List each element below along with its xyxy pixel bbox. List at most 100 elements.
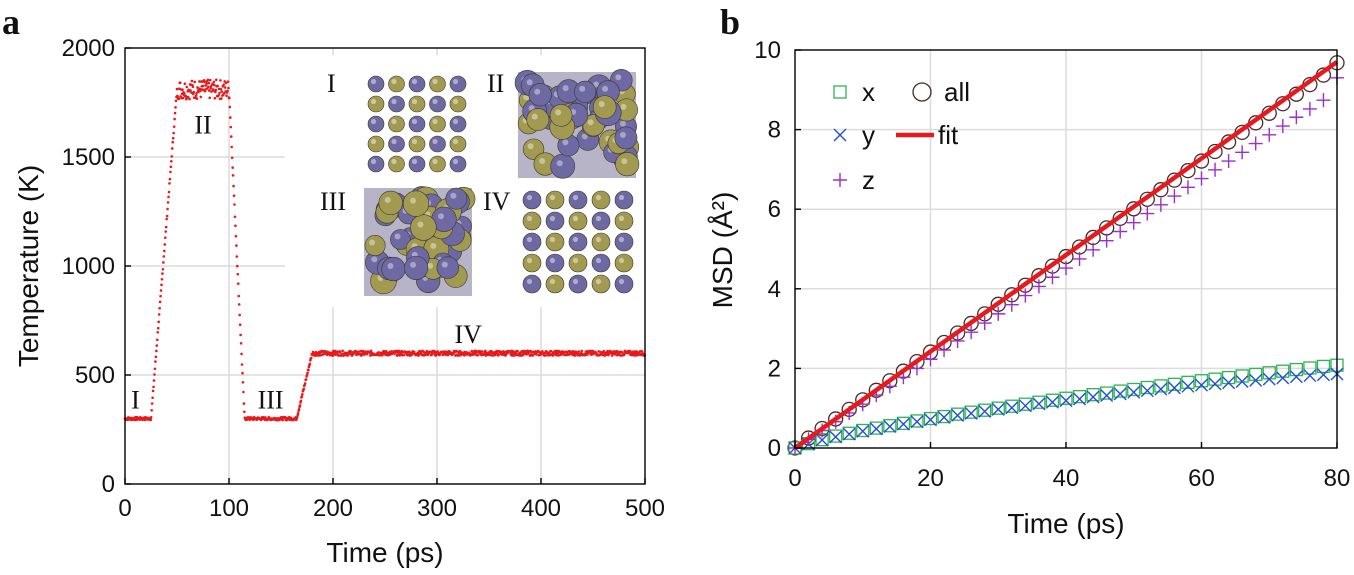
panel-b-grid <box>795 50 1337 448</box>
temperature-point <box>230 145 233 149</box>
fit-line <box>793 60 1339 450</box>
marker-y <box>1140 384 1154 398</box>
temperature-point <box>174 106 177 109</box>
atom-highlight <box>595 236 602 243</box>
marker-z <box>977 316 992 331</box>
atom-highlight <box>615 74 622 81</box>
marker-x <box>1005 399 1019 413</box>
msd-series <box>787 55 1345 456</box>
atom-highlight <box>432 138 438 145</box>
temperature-point <box>151 389 155 393</box>
y-tick-label: 2 <box>768 355 781 382</box>
temperature-point <box>281 418 285 422</box>
temperature-point <box>317 354 321 357</box>
temperature-point <box>535 353 538 356</box>
temperature-point <box>170 155 174 158</box>
inset-label-2: II <box>487 69 504 98</box>
temperature-point <box>222 91 226 95</box>
marker-z <box>950 333 965 348</box>
temperature-point <box>235 244 238 247</box>
temperature-point <box>307 368 310 372</box>
temperature-point <box>412 350 416 354</box>
x-tick-label: 400 <box>521 495 561 522</box>
temperature-point <box>470 349 474 353</box>
marker-y <box>1127 385 1141 399</box>
atom-highlight <box>411 78 418 85</box>
atom <box>528 83 552 107</box>
marker-y <box>1018 399 1032 413</box>
inset-structures: I II III IV <box>285 55 645 307</box>
temperature-point <box>188 97 191 101</box>
atom-highlight <box>369 239 376 246</box>
atom-highlight <box>620 103 627 110</box>
marker-y <box>964 406 978 420</box>
atom-highlight <box>549 215 556 222</box>
atom-highlight <box>452 138 459 145</box>
temperature-point <box>192 90 196 94</box>
x-tick-label: 20 <box>917 465 944 492</box>
temperature-point <box>152 385 155 389</box>
temperature-point <box>181 88 184 91</box>
temperature-point <box>160 283 163 287</box>
temperature-point <box>212 89 215 92</box>
temperature-point <box>300 395 304 398</box>
atom-highlight <box>572 194 579 201</box>
temperature-point <box>572 350 575 353</box>
temperature-point <box>163 243 167 246</box>
temperature-point <box>298 404 302 407</box>
atom <box>522 190 542 210</box>
atom <box>522 253 542 273</box>
atom <box>408 95 426 113</box>
marker-y <box>991 402 1005 416</box>
atom-highlight <box>581 133 588 140</box>
series-z <box>788 70 1344 455</box>
temperature-point <box>468 351 471 354</box>
atom-highlight <box>411 158 418 165</box>
temperature-point <box>228 105 232 109</box>
temperature-point <box>577 350 581 353</box>
temperature-point <box>167 195 170 199</box>
marker-x <box>937 409 951 424</box>
atom-highlight <box>384 196 391 203</box>
temperature-point <box>304 378 308 381</box>
temperature-point <box>198 80 201 83</box>
atom <box>591 190 611 210</box>
temperature-point <box>156 330 160 334</box>
temperature-point <box>189 89 192 92</box>
atom-highlight <box>595 257 602 264</box>
marker-y <box>896 417 910 431</box>
temperature-point <box>170 159 173 163</box>
atom <box>449 115 467 133</box>
legend-entry-y: y <box>833 120 875 150</box>
temperature-point <box>229 125 233 129</box>
legend-marker-x <box>833 85 847 99</box>
structure-image-4 <box>520 188 636 296</box>
panel-b-ticks: 0 20 40 60 80 0 2 4 6 8 10 <box>754 37 1350 492</box>
temperature-point <box>164 230 168 233</box>
stage-label: I <box>131 386 140 415</box>
marker-x <box>1086 388 1100 402</box>
atom <box>549 104 573 127</box>
temperature-point <box>632 353 636 357</box>
temperature-point <box>560 353 563 356</box>
marker-z <box>1289 110 1304 125</box>
atom-highlight <box>391 138 397 145</box>
marker-x <box>1127 382 1141 397</box>
structure-image-3 <box>364 186 476 296</box>
y-tick-label: 6 <box>768 196 781 223</box>
atom-highlight <box>411 98 418 105</box>
marker-z <box>1275 119 1290 134</box>
temperature-point <box>183 92 186 95</box>
atom <box>367 135 385 153</box>
marker-z <box>1180 180 1195 195</box>
temperature-point <box>173 117 176 121</box>
structure-image-2 <box>514 68 640 179</box>
legend-label-x: x <box>862 77 875 107</box>
atom <box>388 75 405 93</box>
atom-highlight <box>410 261 417 268</box>
temperature-point <box>156 326 160 330</box>
temperature-point <box>238 313 241 317</box>
marker-z <box>1126 215 1141 230</box>
temperature-point <box>476 354 480 357</box>
atom <box>429 95 446 113</box>
